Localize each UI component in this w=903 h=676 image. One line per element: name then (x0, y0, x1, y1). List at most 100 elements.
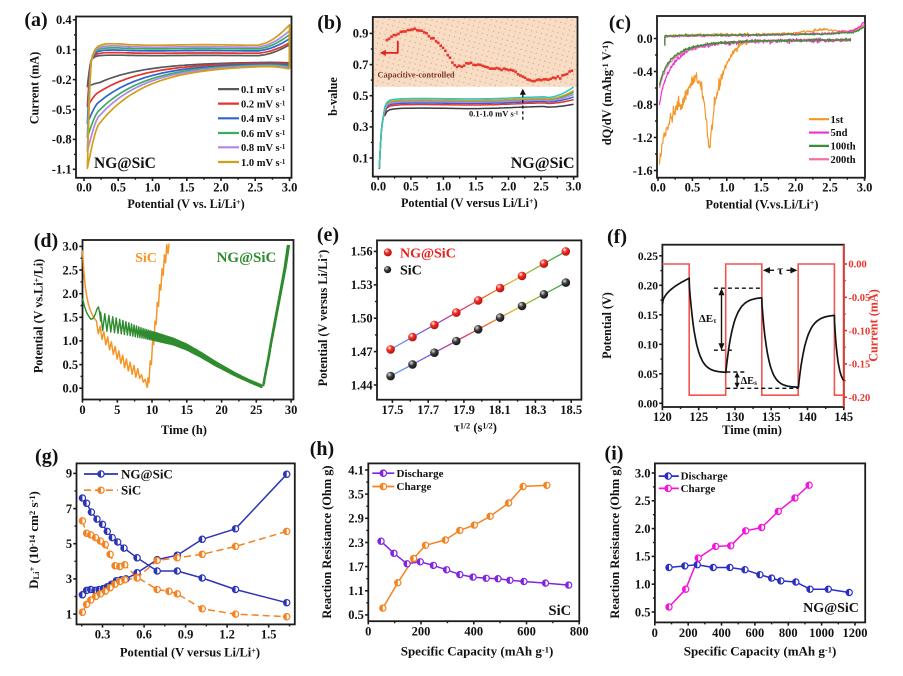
svg-text:1.5: 1.5 (179, 181, 195, 195)
svg-text:2.5: 2.5 (247, 181, 263, 195)
svg-text:15: 15 (181, 403, 194, 417)
svg-text:0.1-1.0 mV s-1: 0.1-1.0 mV s-1 (469, 108, 519, 118)
svg-text:Current (mA): Current (mA) (28, 52, 42, 125)
svg-text:1.0: 1.0 (635, 578, 651, 592)
svg-text:b-value: b-value (326, 77, 340, 116)
svg-text:Potential (V versus Li/Li+): Potential (V versus Li/Li+) (316, 250, 330, 387)
svg-text:-0.2: -0.2 (52, 73, 72, 87)
svg-text:0.0: 0.0 (76, 181, 92, 195)
svg-text:0.3: 0.3 (353, 120, 369, 134)
svg-text:0.7: 0.7 (353, 58, 369, 72)
svg-text:Current (mA): Current (mA) (867, 289, 881, 362)
svg-text:0.0: 0.0 (370, 179, 386, 193)
svg-text:-1.6: -1.6 (633, 164, 653, 178)
svg-text:-1.1: -1.1 (52, 163, 72, 177)
svg-text:1.5: 1.5 (261, 628, 277, 642)
svg-text:0.9: 0.9 (353, 27, 369, 41)
svg-text:125: 125 (689, 410, 708, 424)
svg-text:(a): (a) (24, 9, 47, 31)
svg-text:2.0: 2.0 (788, 181, 804, 195)
svg-text:Specific Capacity (mAh g-1): Specific Capacity (mAh g-1) (401, 644, 554, 659)
svg-text:(d): (d) (34, 230, 58, 252)
svg-text:0: 0 (365, 625, 371, 639)
svg-text:3.0: 3.0 (635, 466, 651, 480)
svg-text:ΔEs: ΔEs (741, 376, 758, 387)
svg-text:800: 800 (779, 626, 798, 640)
svg-text:(c): (c) (609, 12, 631, 34)
svg-text:Charge: Charge (397, 481, 432, 493)
svg-text:(g): (g) (35, 446, 58, 468)
svg-text:120: 120 (653, 410, 672, 424)
svg-text:NG@SiC: NG@SiC (511, 155, 575, 172)
svg-text:0: 0 (79, 403, 85, 417)
svg-text:0.20: 0.20 (638, 281, 658, 293)
svg-text:0.4: 0.4 (56, 13, 72, 27)
svg-text:600: 600 (746, 626, 765, 640)
svg-text:5: 5 (114, 403, 120, 417)
svg-text:1.0: 1.0 (62, 334, 78, 348)
svg-text:dQ/dV (mAhg-1 V-1): dQ/dV (mAhg-1 V-1) (600, 41, 614, 146)
svg-text:0.5: 0.5 (110, 181, 126, 195)
svg-text:Time (h): Time (h) (161, 423, 207, 437)
svg-text:0.3: 0.3 (95, 628, 111, 642)
svg-text:-0.8: -0.8 (633, 98, 653, 112)
svg-text:400: 400 (464, 625, 483, 639)
svg-text:0.5: 0.5 (635, 605, 651, 619)
svg-text:2.0: 2.0 (62, 287, 78, 301)
svg-text:200th: 200th (831, 155, 856, 166)
svg-text:0.05: 0.05 (638, 369, 658, 381)
svg-text:145: 145 (834, 410, 853, 424)
svg-text:17.7: 17.7 (417, 403, 439, 417)
svg-text:600: 600 (517, 625, 536, 639)
svg-text:18.5: 18.5 (560, 403, 582, 417)
svg-text:NG@SiC: NG@SiC (121, 466, 173, 481)
svg-text:0.1: 0.1 (353, 151, 369, 165)
svg-text:Reaction Resistance (Ohm g): Reaction Resistance (Ohm g) (320, 465, 334, 618)
svg-text:1st: 1st (831, 115, 844, 126)
svg-text:135: 135 (762, 410, 781, 424)
svg-text:1.5: 1.5 (62, 311, 78, 325)
svg-text:0.5: 0.5 (685, 181, 701, 195)
svg-text:Potential (V versus Li/Li+): Potential (V versus Li/Li+) (401, 196, 538, 210)
svg-text:1.0: 1.0 (719, 181, 735, 195)
svg-text:2.0: 2.0 (635, 522, 651, 536)
svg-text:1.5: 1.5 (468, 179, 484, 193)
svg-text:SiC: SiC (549, 603, 572, 619)
svg-text:0.2 mV s-1: 0.2 mV s-1 (241, 99, 286, 110)
svg-text:0.9: 0.9 (178, 628, 194, 642)
svg-text:0.25: 0.25 (638, 251, 658, 263)
svg-text:-0.4: -0.4 (633, 65, 654, 79)
svg-text:1.44: 1.44 (351, 378, 374, 392)
svg-text:1.7: 1.7 (348, 560, 364, 574)
svg-text:0.0: 0.0 (637, 32, 653, 46)
svg-text:3.0: 3.0 (282, 181, 298, 195)
svg-text:17.5: 17.5 (381, 403, 403, 417)
svg-text:1.5: 1.5 (753, 181, 769, 195)
svg-text:NG@SiC: NG@SiC (94, 155, 156, 172)
svg-text:18.1: 18.1 (489, 403, 511, 417)
svg-text:ΔEτ: ΔEτ (699, 313, 717, 325)
svg-text:3: 3 (66, 572, 72, 586)
svg-text:Reaction Resistance (Ohm g): Reaction Resistance (Ohm g) (608, 465, 622, 618)
svg-text:0.6 mV s-1: 0.6 mV s-1 (241, 129, 286, 140)
svg-text:1.56: 1.56 (351, 245, 373, 259)
svg-text:0.5: 0.5 (353, 89, 369, 103)
svg-text:Charge: Charge (681, 483, 716, 495)
svg-text:0.00: 0.00 (848, 260, 866, 271)
svg-text:1.0: 1.0 (436, 179, 452, 193)
svg-text:1200: 1200 (843, 626, 868, 640)
svg-text:1.0 mV s-1: 1.0 mV s-1 (241, 158, 286, 169)
svg-text:800: 800 (570, 625, 589, 639)
svg-text:SiC: SiC (135, 251, 157, 266)
svg-text:100th: 100th (831, 142, 856, 153)
svg-text:Potential (V): Potential (V) (600, 292, 614, 359)
svg-text:17.9: 17.9 (453, 403, 475, 417)
svg-text:-0.20: -0.20 (848, 393, 870, 404)
svg-text:0.4 mV s-1: 0.4 mV s-1 (241, 114, 286, 125)
svg-text:0.0: 0.0 (650, 181, 666, 195)
svg-text:NG@SiC: NG@SiC (400, 247, 456, 262)
svg-text:0.5: 0.5 (348, 608, 364, 622)
svg-text:Discharge: Discharge (681, 471, 728, 483)
svg-text:2.5: 2.5 (822, 181, 838, 195)
svg-text:200: 200 (679, 626, 698, 640)
